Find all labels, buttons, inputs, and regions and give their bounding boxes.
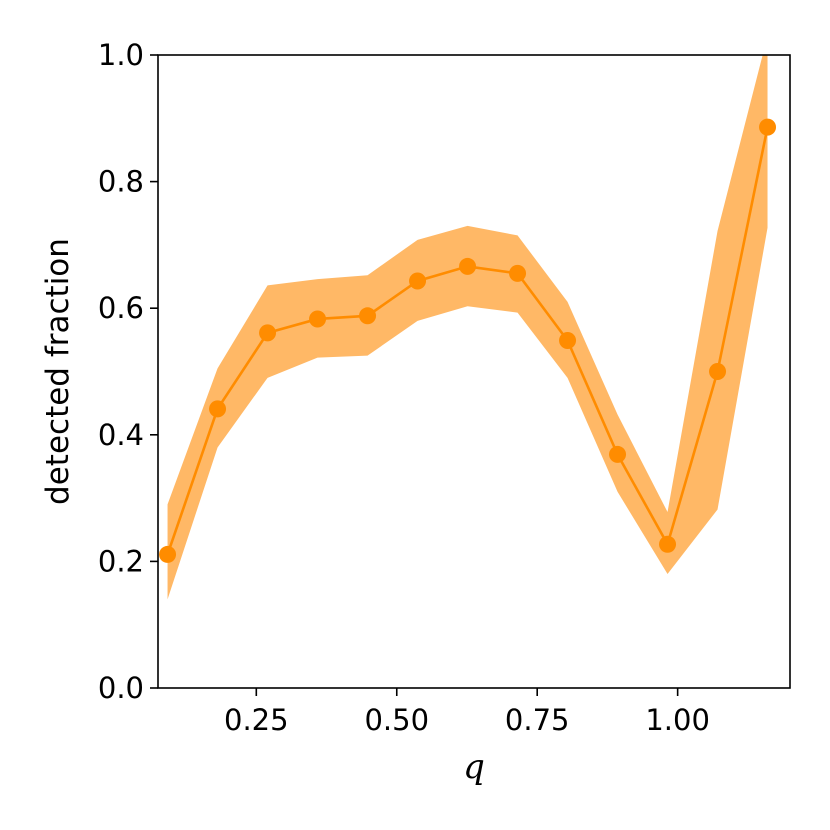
data-point (309, 310, 327, 328)
x-tick-label: 0.25 (224, 703, 289, 737)
plot-frame (157, 54, 791, 689)
data-point (559, 331, 577, 349)
y-tick-label: 0.6 (98, 291, 144, 325)
data-point (509, 264, 527, 282)
data-point (459, 257, 477, 275)
confidence-band-layer (167, 55, 768, 600)
x-axis-ticks: 0.25 0.50 0.75 1.00 (224, 688, 710, 737)
data-point (659, 535, 677, 553)
data-point (159, 545, 177, 563)
x-tick-label: 0.50 (364, 703, 429, 737)
y-axis-label: detected fraction (40, 238, 76, 505)
data-point (759, 118, 777, 136)
data-point (609, 445, 627, 463)
y-axis-ticks: 0.0 0.2 0.4 0.6 0.8 1.0 (98, 38, 158, 705)
data-point (359, 307, 377, 325)
y-tick-label: 1.0 (98, 38, 144, 72)
data-points-layer (159, 118, 777, 563)
y-tick-label: 0.8 (98, 165, 144, 199)
x-tick-label: 0.75 (505, 703, 570, 737)
confidence-band (167, 55, 768, 600)
data-point (259, 324, 277, 342)
x-axis-label: q (463, 747, 485, 787)
y-tick-label: 0.2 (98, 544, 144, 578)
y-tick-label: 0.4 (98, 418, 144, 452)
y-tick-label: 0.0 (98, 671, 144, 705)
data-point (709, 363, 727, 380)
x-tick-label: 1.00 (645, 703, 710, 737)
data-point (209, 400, 227, 418)
data-point (409, 272, 427, 290)
